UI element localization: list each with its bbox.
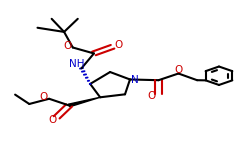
- Text: O: O: [114, 40, 122, 50]
- Text: NH: NH: [69, 59, 84, 69]
- Text: N: N: [130, 75, 138, 85]
- Text: O: O: [40, 92, 48, 102]
- Text: O: O: [174, 65, 182, 75]
- Text: O: O: [63, 41, 72, 51]
- Text: O: O: [148, 91, 156, 101]
- Text: O: O: [48, 115, 56, 125]
- Polygon shape: [68, 97, 100, 107]
